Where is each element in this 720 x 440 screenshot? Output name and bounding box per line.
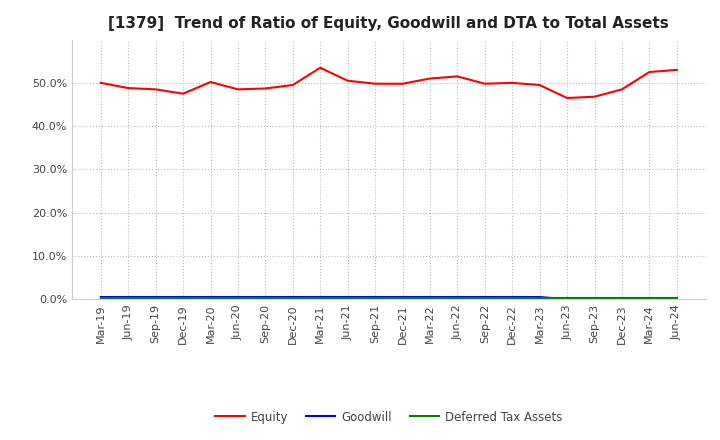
Equity — [316, 65, 325, 70]
Equity — [206, 79, 215, 84]
Equity — [261, 86, 270, 91]
Deferred Tax Assets — [289, 295, 297, 301]
Goodwill — [398, 294, 407, 300]
Goodwill — [618, 297, 626, 302]
Deferred Tax Assets — [563, 295, 572, 301]
Equity — [96, 80, 105, 85]
Deferred Tax Assets — [151, 295, 160, 301]
Deferred Tax Assets — [453, 295, 462, 301]
Equity — [672, 67, 681, 73]
Equity — [618, 87, 626, 92]
Equity — [590, 94, 599, 99]
Equity — [124, 85, 132, 91]
Equity — [563, 95, 572, 101]
Goodwill — [343, 294, 352, 300]
Deferred Tax Assets — [645, 295, 654, 301]
Equity — [645, 70, 654, 75]
Equity — [426, 76, 434, 81]
Equity — [536, 82, 544, 88]
Goodwill — [590, 297, 599, 302]
Goodwill — [563, 297, 572, 302]
Goodwill — [151, 294, 160, 300]
Line: Goodwill: Goodwill — [101, 297, 677, 299]
Goodwill — [316, 294, 325, 300]
Goodwill — [672, 297, 681, 302]
Goodwill — [536, 294, 544, 300]
Deferred Tax Assets — [96, 295, 105, 301]
Deferred Tax Assets — [508, 295, 516, 301]
Deferred Tax Assets — [233, 295, 242, 301]
Goodwill — [124, 294, 132, 300]
Legend: Equity, Goodwill, Deferred Tax Assets: Equity, Goodwill, Deferred Tax Assets — [210, 406, 567, 428]
Deferred Tax Assets — [206, 295, 215, 301]
Equity — [371, 81, 379, 86]
Equity — [508, 80, 516, 85]
Deferred Tax Assets — [398, 295, 407, 301]
Equity — [179, 91, 187, 96]
Goodwill — [508, 294, 516, 300]
Goodwill — [453, 294, 462, 300]
Deferred Tax Assets — [618, 295, 626, 301]
Equity — [398, 81, 407, 86]
Title: [1379]  Trend of Ratio of Equity, Goodwill and DTA to Total Assets: [1379] Trend of Ratio of Equity, Goodwil… — [109, 16, 669, 32]
Deferred Tax Assets — [179, 295, 187, 301]
Deferred Tax Assets — [480, 295, 489, 301]
Goodwill — [96, 294, 105, 300]
Goodwill — [261, 294, 270, 300]
Deferred Tax Assets — [426, 295, 434, 301]
Equity — [343, 78, 352, 83]
Deferred Tax Assets — [536, 295, 544, 301]
Goodwill — [179, 294, 187, 300]
Deferred Tax Assets — [343, 295, 352, 301]
Deferred Tax Assets — [261, 295, 270, 301]
Goodwill — [206, 294, 215, 300]
Goodwill — [371, 294, 379, 300]
Deferred Tax Assets — [124, 295, 132, 301]
Equity — [151, 87, 160, 92]
Deferred Tax Assets — [371, 295, 379, 301]
Equity — [289, 82, 297, 88]
Equity — [233, 87, 242, 92]
Goodwill — [426, 294, 434, 300]
Goodwill — [289, 294, 297, 300]
Goodwill — [480, 294, 489, 300]
Deferred Tax Assets — [316, 295, 325, 301]
Equity — [453, 74, 462, 79]
Equity — [480, 81, 489, 86]
Goodwill — [645, 297, 654, 302]
Deferred Tax Assets — [672, 295, 681, 301]
Deferred Tax Assets — [590, 295, 599, 301]
Goodwill — [233, 294, 242, 300]
Line: Equity: Equity — [101, 68, 677, 98]
